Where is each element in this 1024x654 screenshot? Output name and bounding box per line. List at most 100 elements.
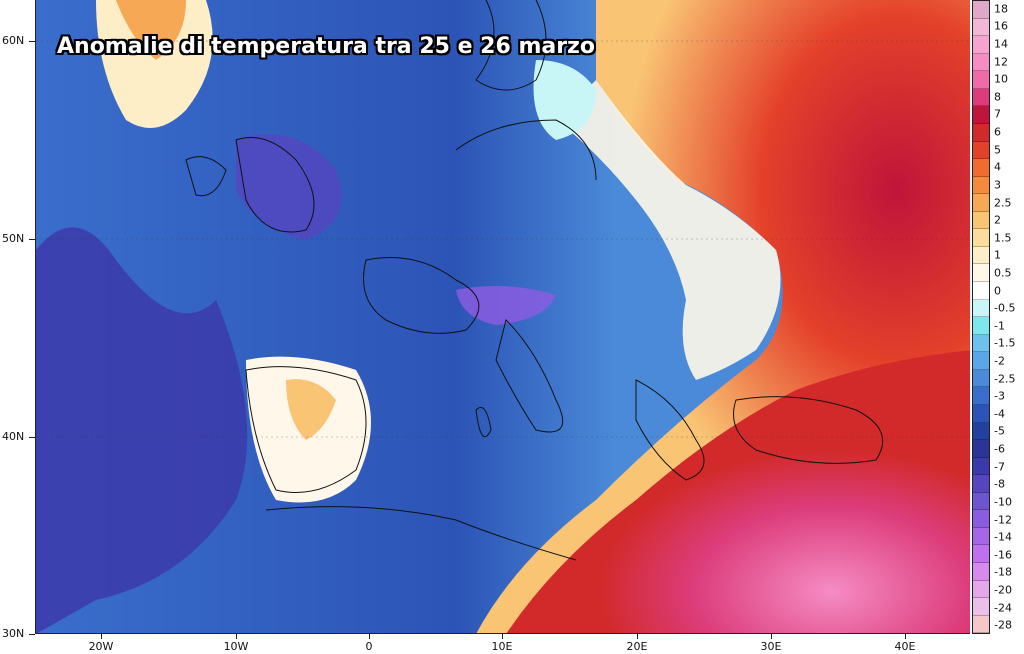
legend-swatch — [973, 246, 989, 265]
legend-swatch — [973, 387, 989, 405]
legend-value: 6 — [994, 125, 1001, 139]
map-canvas — [36, 0, 970, 633]
longitude-tick — [637, 634, 638, 639]
legend-swatch — [973, 123, 989, 142]
longitude-tick — [369, 634, 370, 639]
legend-swatch — [973, 492, 989, 511]
legend-swatch — [973, 545, 989, 563]
warm-patch-north-atlantic — [96, 0, 213, 128]
legend-swatch — [973, 1, 989, 19]
temperature-anomaly-map — [35, 0, 970, 634]
longitude-tick — [101, 634, 102, 639]
legend-value: -3 — [994, 389, 1005, 403]
legend-swatch — [973, 317, 989, 335]
legend-value: 10 — [994, 72, 1008, 86]
legend-value: -8 — [994, 477, 1005, 491]
latitude-label-50n: 50N — [2, 232, 25, 245]
legend-swatch — [973, 457, 989, 476]
legend-swatch — [973, 510, 989, 528]
legend-value: -24 — [994, 601, 1012, 615]
legend-value: 1.5 — [994, 231, 1012, 245]
legend-labels: 18 16 14 12 10 8 7 6 5 4 3 2.5 2 1.5 1 0.5 0 -0.5 -1 -1.5 -2… — [992, 0, 1024, 634]
legend-swatch — [973, 141, 989, 160]
longitude-label-10e: 10E — [491, 640, 513, 653]
legend-value: -1 — [994, 319, 1005, 333]
legend-swatch — [973, 404, 989, 423]
longitude-tick — [771, 634, 772, 639]
longitude-label-0: 0 — [365, 640, 373, 653]
legend-value: -4 — [994, 407, 1005, 421]
legend-value: -6 — [994, 442, 1005, 456]
legend-swatch — [973, 422, 989, 441]
cold-core-britain — [236, 134, 342, 240]
legend-value: -20 — [994, 583, 1012, 597]
latitude-label-30n: 30N — [2, 627, 25, 640]
legend-value: -2.5 — [994, 372, 1016, 386]
legend-swatch — [973, 563, 989, 581]
legend-swatch — [973, 18, 989, 37]
legend-swatch — [973, 71, 989, 89]
legend-value: 2 — [994, 213, 1001, 227]
legend-value: 8 — [994, 90, 1001, 104]
legend-swatch — [973, 36, 989, 54]
legend-swatch — [973, 580, 989, 599]
legend-value: 7 — [994, 107, 1001, 121]
legend-value: 18 — [994, 2, 1008, 16]
legend-value: -5 — [994, 424, 1005, 438]
legend-swatch — [973, 615, 989, 634]
longitude-label-20w: 20W — [88, 640, 114, 653]
legend-swatch — [973, 106, 989, 124]
legend-value: 3 — [994, 178, 1001, 192]
legend-value: -10 — [994, 495, 1012, 509]
neutral-band — [556, 80, 781, 380]
cold-core-alps — [456, 286, 556, 325]
strong-warm-south — [506, 350, 970, 633]
longitude-label-10w: 10W — [223, 640, 249, 653]
legend-value: -14 — [994, 530, 1012, 544]
longitude-label-20e: 20E — [626, 640, 648, 653]
legend-value: -7 — [994, 460, 1005, 474]
warm-core-north-atlantic — [116, 0, 186, 60]
legend-swatch — [973, 527, 989, 546]
longitude-tick — [502, 634, 503, 639]
legend-swatch — [973, 440, 989, 458]
legend-swatch — [973, 352, 989, 370]
legend-value: -28 — [994, 618, 1012, 632]
legend-value: -16 — [994, 548, 1012, 562]
legend-swatch — [973, 53, 989, 72]
legend-swatch — [973, 88, 989, 107]
longitude-label-30e: 30E — [760, 640, 782, 653]
coastlines — [185, 0, 884, 561]
legend-colorbar — [972, 0, 990, 634]
map-title: Anomalie di temperatura tra 25 e 26 marz… — [57, 34, 595, 59]
legend-swatch — [973, 229, 989, 247]
legend-swatch — [973, 369, 989, 388]
legend-value: 4 — [994, 160, 1001, 174]
legend-value: 12 — [994, 55, 1008, 69]
latitude-tick — [29, 634, 35, 635]
latitude-tick — [29, 41, 35, 42]
iberia-warm-core — [286, 379, 336, 440]
legend-swatch — [973, 334, 989, 353]
legend-swatch — [973, 159, 989, 177]
legend-swatch — [973, 264, 989, 282]
legend-swatch — [973, 211, 989, 230]
latitude-label-60n: 60N — [2, 34, 25, 47]
longitude-label-40e: 40E — [894, 640, 916, 653]
legend-value: 5 — [994, 143, 1001, 157]
legend-value: 0 — [994, 284, 1001, 298]
legend-value: 2.5 — [994, 196, 1012, 210]
longitude-tick — [236, 634, 237, 639]
deep-cold-atlantic — [36, 227, 248, 633]
legend-swatch — [973, 475, 989, 493]
legend-swatch — [973, 299, 989, 318]
legend-value: 16 — [994, 19, 1008, 33]
legend-value: -0.5 — [994, 301, 1016, 315]
legend-value: -2 — [994, 354, 1005, 368]
latitude-tick — [29, 239, 35, 240]
legend-swatch — [973, 282, 989, 300]
latitude-label-40n: 40N — [2, 430, 25, 443]
legend-value: -18 — [994, 565, 1012, 579]
legend-value: -1.5 — [994, 336, 1016, 350]
legend-swatch — [973, 598, 989, 616]
